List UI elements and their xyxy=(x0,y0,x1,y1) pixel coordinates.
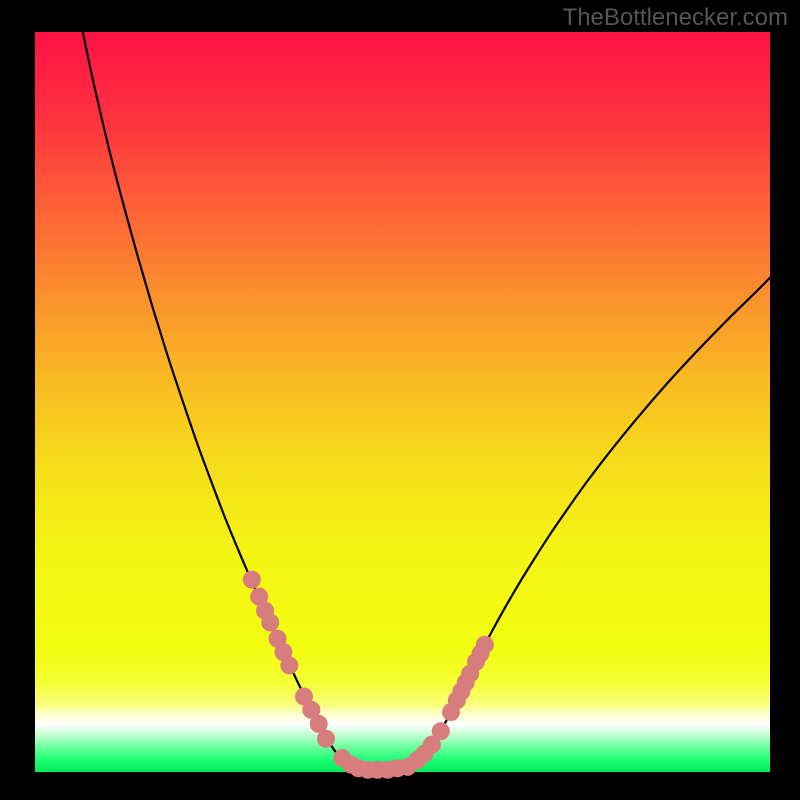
stage: TheBottlenecker.com xyxy=(0,0,800,800)
chart-surface xyxy=(0,0,800,800)
data-point xyxy=(432,723,449,740)
data-point xyxy=(262,614,279,631)
data-point xyxy=(318,730,335,747)
plot-background xyxy=(35,32,770,772)
data-point xyxy=(281,657,298,674)
data-point xyxy=(243,571,260,588)
data-point xyxy=(476,636,493,653)
